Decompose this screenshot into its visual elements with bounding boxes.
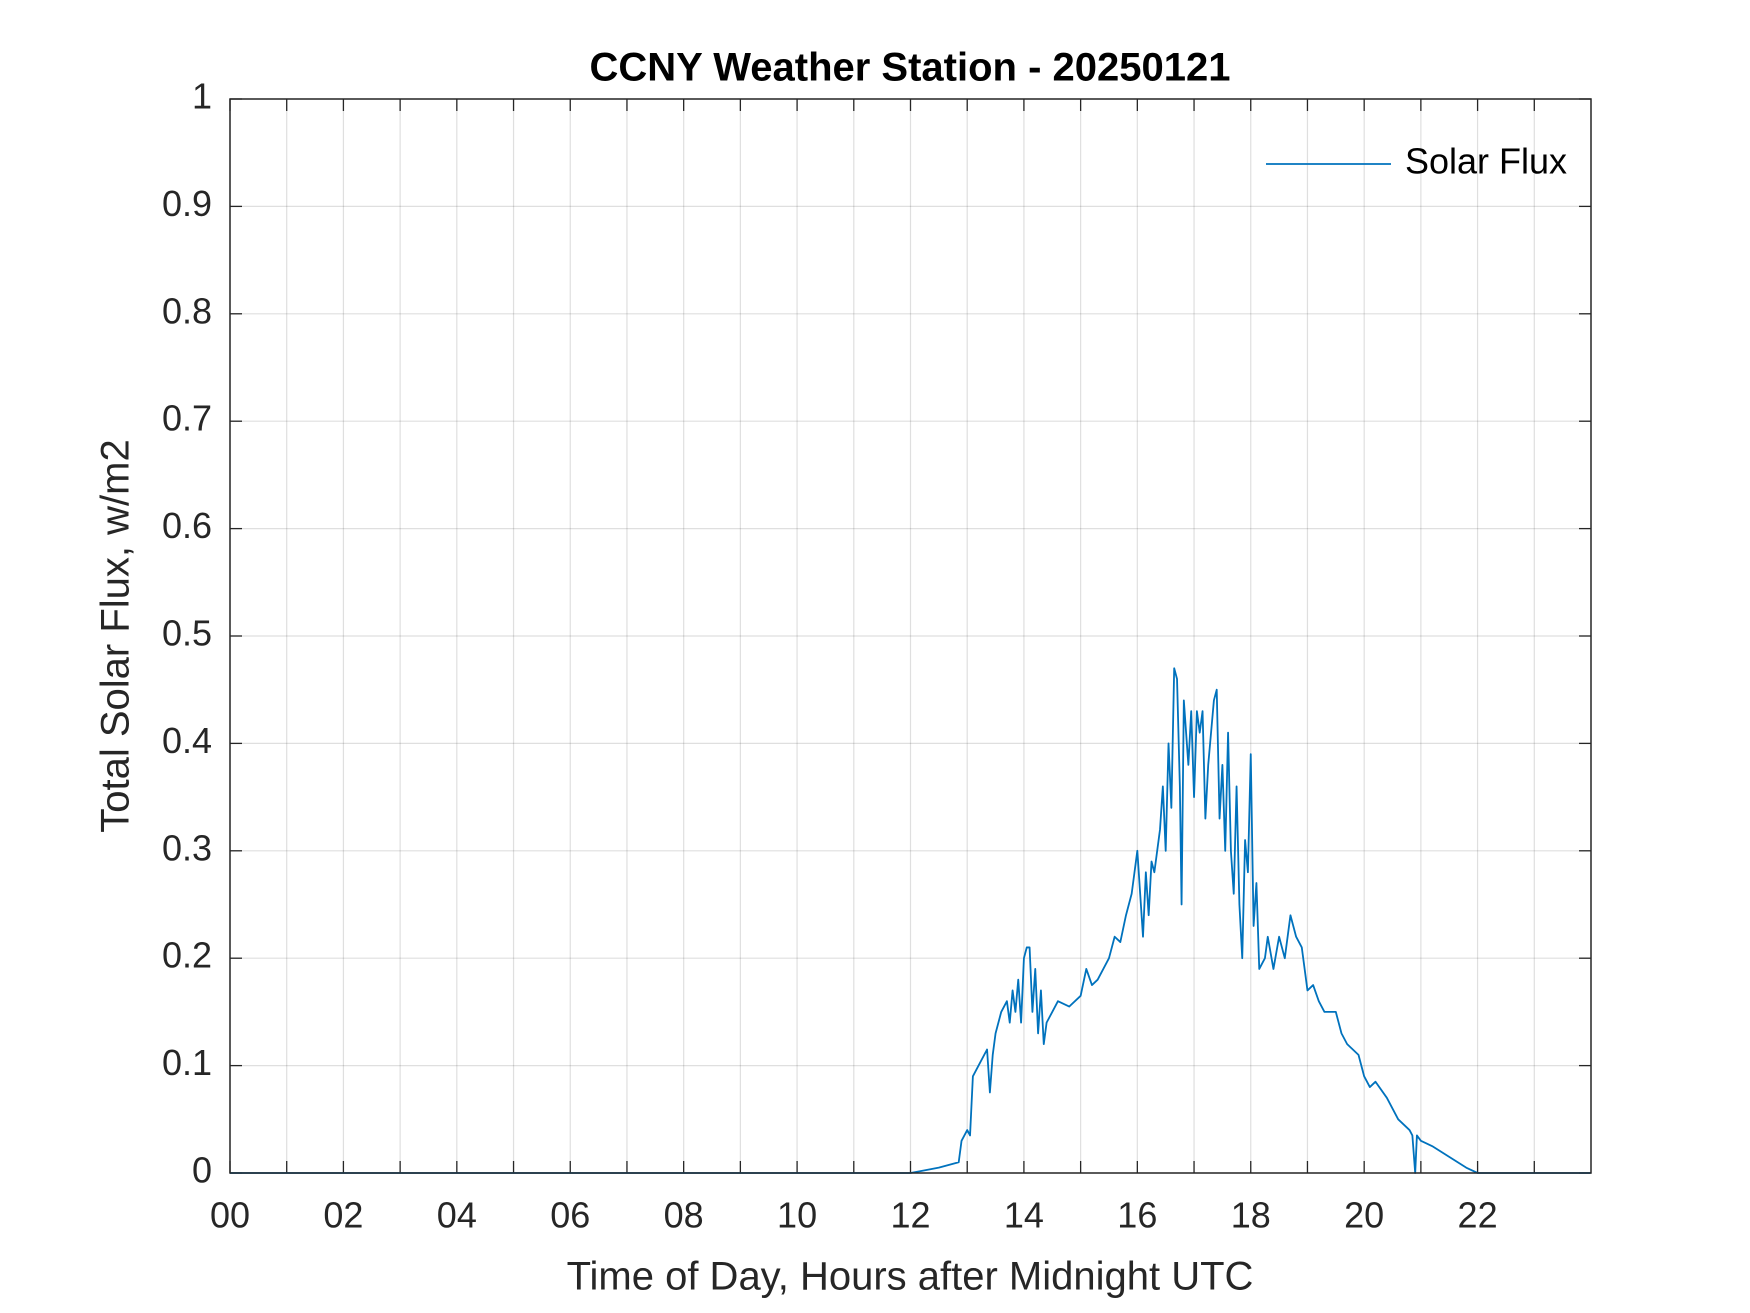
data-line (230, 667, 1591, 1174)
y-tick-label: 0.2 (162, 935, 212, 976)
x-tick-label: 00 (210, 1195, 250, 1236)
x-tick-label: 10 (777, 1195, 817, 1236)
x-axis-label: Time of Day, Hours after Midnight UTC (567, 1255, 1254, 1299)
x-tick-label: 18 (1231, 1195, 1271, 1236)
y-tick-label: 0.8 (162, 290, 212, 331)
plot-frame (229, 98, 1592, 1174)
legend-label: Solar Flux (1405, 141, 1567, 182)
x-tick-label: 14 (1004, 1195, 1044, 1236)
y-tick-label: 0.1 (162, 1042, 212, 1083)
chart-title: CCNY Weather Station - 20250121 (590, 46, 1231, 90)
x-tick-label: 08 (664, 1195, 704, 1236)
x-tick-label: 16 (1117, 1195, 1157, 1236)
x-tick-label: 22 (1458, 1195, 1498, 1236)
y-tick-label: 0.5 (162, 613, 212, 654)
x-tick-label: 20 (1344, 1195, 1384, 1236)
y-tick-label: 0.3 (162, 827, 212, 868)
x-tick-label: 04 (437, 1195, 477, 1236)
x-tick-label: 06 (550, 1195, 590, 1236)
x-tick-label: 12 (890, 1195, 930, 1236)
y-tick-label: 0 (192, 1150, 212, 1191)
y-tick-label: 0.4 (162, 720, 212, 761)
y-tick-label: 1 (192, 76, 212, 117)
y-axis-label: Total Solar Flux, w/m2 (94, 439, 138, 832)
y-tick-label: 0.6 (162, 505, 212, 546)
x-tick-label: 02 (323, 1195, 363, 1236)
y-tick-label: 0.9 (162, 183, 212, 224)
y-tick-label: 0.7 (162, 398, 212, 439)
